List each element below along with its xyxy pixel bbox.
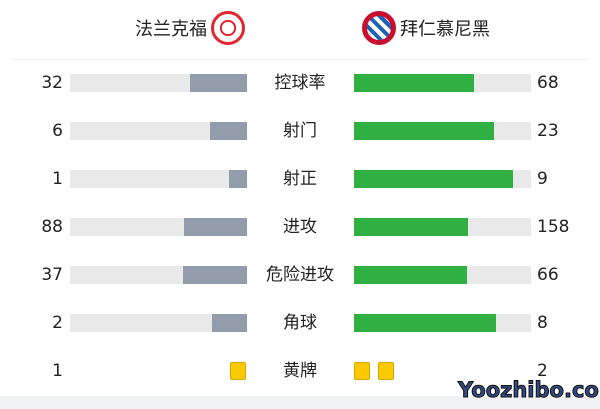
away-team: 拜仁慕尼黑 (362, 8, 490, 48)
home-bar-track (70, 170, 247, 188)
away-bar-track (354, 122, 531, 140)
stat-label: 射门 (283, 121, 317, 141)
home-bar-fill (183, 266, 247, 284)
away-bar-track (354, 170, 531, 188)
stat-row: 6 射门 23 (0, 119, 600, 143)
home-bar-fill (229, 170, 247, 188)
yellow-card-icon (230, 362, 246, 380)
home-bar-fill (211, 314, 247, 332)
away-value: 158 (537, 217, 570, 237)
home-bar-fill (183, 218, 247, 236)
home-bar-track (70, 218, 247, 236)
away-team-name: 拜仁慕尼黑 (400, 19, 490, 40)
home-team: 法兰克福 (135, 8, 245, 48)
home-cards (230, 362, 246, 380)
away-cards (354, 362, 394, 380)
home-value: 88 (41, 217, 63, 237)
stat-label: 危险进攻 (266, 265, 334, 285)
home-bar-track (70, 74, 247, 92)
home-bar-fill (190, 74, 247, 92)
away-bar-fill (354, 170, 514, 188)
stat-label: 角球 (283, 313, 317, 333)
away-bar-fill (354, 74, 475, 92)
home-bar-track (70, 266, 247, 284)
away-bar-track (354, 74, 531, 92)
stat-label: 进攻 (283, 217, 317, 237)
home-value: 2 (52, 313, 63, 333)
home-team-name: 法兰克福 (135, 19, 207, 40)
away-value: 8 (537, 313, 548, 333)
away-bar-track (354, 266, 531, 284)
away-value: 68 (537, 73, 559, 93)
away-value: 23 (537, 121, 559, 141)
away-bar-fill (354, 314, 496, 332)
home-bar-track (70, 314, 247, 332)
bayern-logo-icon (362, 11, 396, 45)
stat-row: 2 角球 8 (0, 311, 600, 335)
stat-row: 32 控球率 68 (0, 71, 600, 95)
away-bar-fill (354, 122, 495, 140)
away-bar-track (354, 218, 531, 236)
home-value: 1 (52, 361, 63, 381)
stat-label: 射正 (283, 169, 317, 189)
home-bar-track (70, 122, 247, 140)
bottom-strip (0, 396, 600, 409)
home-value: 1 (52, 169, 63, 189)
home-value: 6 (52, 121, 63, 141)
home-bar-fill (210, 122, 247, 140)
home-value: 32 (41, 73, 63, 93)
away-bar-track (354, 314, 531, 332)
stat-row: 1 射正 9 (0, 167, 600, 191)
home-value: 37 (41, 265, 63, 285)
yellow-card-icon (354, 362, 370, 380)
away-value: 9 (537, 169, 548, 189)
away-bar-fill (354, 266, 468, 284)
frankfurt-logo-icon (211, 11, 245, 45)
stat-row: 88 进攻 158 (0, 215, 600, 239)
yellow-card-icon (378, 362, 394, 380)
away-value: 66 (537, 265, 559, 285)
watermark: Yoozhibo.com (458, 378, 600, 403)
divider (12, 59, 588, 60)
away-value: 2 (537, 361, 548, 381)
away-bar-fill (354, 218, 468, 236)
stat-row: 37 危险进攻 66 (0, 263, 600, 287)
stat-label: 控球率 (274, 73, 326, 93)
stat-label: 黄牌 (283, 361, 317, 381)
stat-row-yellow-cards: 1 黄牌 2 (0, 359, 600, 383)
